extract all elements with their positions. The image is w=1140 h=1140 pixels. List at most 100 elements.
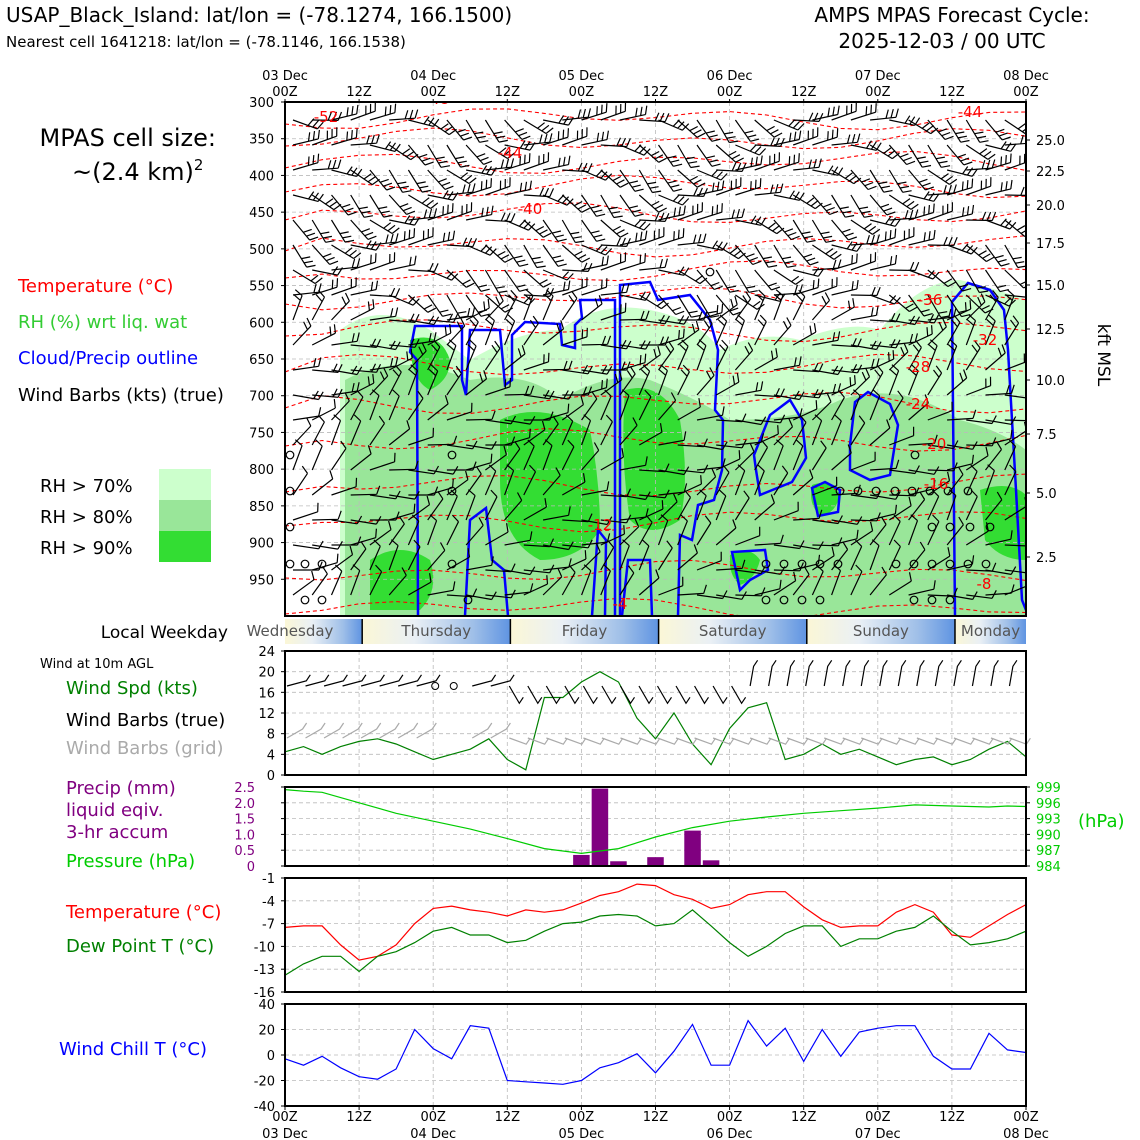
wind-barb — [600, 137, 631, 148]
wind-barb — [811, 393, 832, 421]
calm-marker — [927, 559, 937, 569]
grid-wind-barb — [694, 737, 716, 745]
wind-barb — [484, 340, 501, 371]
wind-barb — [677, 490, 692, 521]
bottom-hour-label: 12Z — [495, 1110, 521, 1125]
wind-barb — [850, 306, 879, 321]
wind-barb — [388, 364, 402, 396]
pressure-tick-label: 600 — [249, 316, 274, 331]
wind-barb — [350, 485, 381, 496]
wind-barb — [350, 541, 367, 571]
calm-marker — [965, 522, 975, 532]
height-tick-label: 10.0 — [1036, 374, 1065, 389]
wind-barb — [427, 119, 457, 136]
y-tick-label: 4 — [267, 748, 275, 763]
temperature-contour — [285, 473, 1026, 497]
pressure-tick-label: 850 — [249, 500, 274, 515]
wind-barb — [292, 407, 322, 421]
wind-barb — [484, 292, 504, 321]
wind-barb — [360, 674, 385, 687]
wind-barb — [927, 365, 943, 396]
wind-barb — [715, 269, 739, 293]
wind-barb — [542, 115, 574, 126]
wind-barb — [889, 261, 920, 272]
wind-barb — [369, 520, 392, 546]
wind-barb — [543, 360, 573, 371]
wind-barb — [946, 489, 957, 521]
wind-barb — [927, 339, 938, 371]
calm-marker — [815, 595, 825, 605]
top-date-label: 06 Dec — [707, 69, 753, 84]
pressure-tick-label: 990 — [1036, 828, 1061, 843]
wind-barb — [850, 512, 881, 522]
wind-barb — [542, 467, 561, 496]
wind-barb — [811, 292, 831, 321]
wind-barb — [581, 378, 608, 396]
wind-barb — [715, 177, 742, 196]
wind-barb — [715, 373, 740, 396]
dewpoint-panel-label: Dew Point T (°C) — [66, 936, 214, 957]
wind-barb — [581, 278, 608, 296]
grid-wind-barb — [824, 737, 846, 745]
wind-barb — [427, 581, 456, 596]
wind-barb — [805, 659, 814, 687]
pressure-tick-label: 999 — [1036, 781, 1061, 796]
calm-marker — [853, 486, 863, 496]
wind-barb — [773, 130, 802, 146]
calm-marker — [797, 559, 807, 569]
precip-tick-label: 0.5 — [234, 844, 255, 859]
wind-barb — [408, 294, 437, 313]
wind-barb — [562, 277, 588, 296]
wind-barb — [716, 413, 747, 423]
calm-marker — [779, 559, 789, 569]
wind-barb — [369, 103, 397, 121]
wind-barb — [523, 352, 550, 371]
calm-marker — [300, 559, 310, 569]
wind-barb — [888, 514, 901, 546]
height-tick-label: 25.0 — [1036, 134, 1065, 149]
top-hour-label: 00Z — [272, 85, 298, 100]
wind-barb — [639, 500, 664, 521]
wind-barb — [542, 244, 567, 267]
grid-wind-barb — [305, 722, 326, 739]
wind-barb — [677, 311, 708, 321]
wind-barb — [908, 203, 935, 221]
grid-wind-barb — [509, 737, 531, 745]
calm-marker — [300, 595, 310, 605]
calm-marker — [833, 559, 843, 569]
grid-wind-barb — [898, 737, 920, 745]
wind-barb — [773, 153, 800, 171]
wind-barb — [542, 320, 565, 346]
wind-barb — [985, 344, 1006, 371]
wind-barb — [427, 542, 446, 571]
wind-barb — [811, 194, 839, 216]
pressure-tick-label: 950 — [249, 573, 274, 588]
wind-barb — [331, 382, 360, 396]
wind-barb — [908, 479, 936, 496]
height-tick-label: 2.5 — [1036, 551, 1057, 566]
wind-barb — [600, 488, 632, 498]
panel-frame — [284, 650, 1027, 776]
calm-marker — [447, 559, 457, 569]
wind-barb — [484, 119, 508, 143]
precip-tick-label: 2.0 — [234, 797, 255, 812]
wind-barb — [582, 685, 598, 705]
wind-barb — [793, 112, 824, 122]
wind-barb — [397, 674, 422, 687]
precip-label-3: 3-hr accum — [66, 822, 168, 843]
wind-barb — [639, 212, 670, 222]
wind-barb — [331, 477, 358, 496]
wind-barb — [908, 514, 919, 546]
wind-barb — [504, 180, 532, 196]
contour-labels: -52 -48 -44 -44 -40 -36 -32 -28 -24 -20 -16 -12 -8 -4 — [314, 102, 998, 613]
wind-barb — [869, 566, 887, 596]
wind-barb — [1004, 186, 1026, 197]
grid-wind-barb — [879, 737, 902, 745]
calm-marker — [317, 559, 327, 569]
wind-barb — [331, 166, 363, 177]
wind-barb — [870, 108, 899, 121]
calm-marker — [945, 559, 955, 569]
wind-barb — [927, 318, 947, 346]
grid-wind-barb — [323, 722, 345, 739]
wind-barb — [427, 491, 444, 521]
